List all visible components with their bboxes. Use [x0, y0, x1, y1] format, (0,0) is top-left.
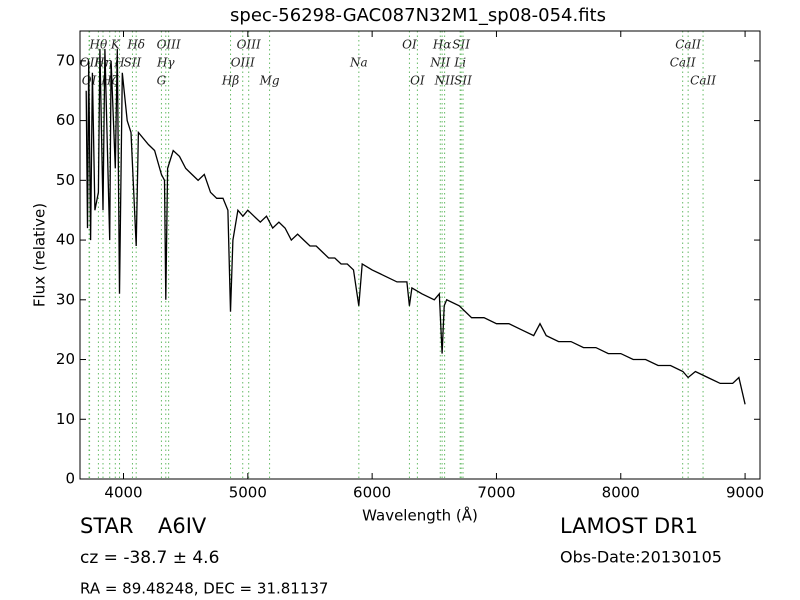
spectral-line-label: OIII — [231, 56, 255, 70]
y-tick-label: 50 — [56, 171, 75, 189]
spectral-line-label: NII — [434, 74, 455, 88]
x-tick-label: 4000 — [104, 484, 142, 502]
spectral-line-label: CaII — [675, 38, 701, 52]
spectral-line-label: Hδ — [126, 38, 145, 52]
plot-frame — [79, 30, 761, 480]
spectral-line-label: OII — [80, 56, 100, 70]
obs-date: Obs-Date:20130105 — [560, 548, 722, 567]
coordinates: RA = 89.48248, DEC = 31.81137 — [80, 580, 328, 598]
spectral-line-label: Hγ — [156, 56, 175, 70]
spectral-line-label: OI — [402, 38, 417, 52]
y-tick-label: 70 — [56, 51, 75, 69]
spectral-line-label: SII — [454, 74, 472, 88]
spectral-line-label: CaII — [690, 74, 716, 88]
spectral-line-label: G — [157, 74, 167, 88]
spectral-line-label: H — [113, 56, 125, 70]
spectral-line-label: OI — [410, 74, 425, 88]
spectral-line-label: OIII — [237, 38, 261, 52]
y-tick-label: 10 — [56, 410, 75, 428]
spectrum-line — [85, 48, 746, 405]
spectral-line-label: Hβ — [221, 74, 239, 88]
x-tick-label: 9000 — [726, 484, 764, 502]
spectral-line-label: SII — [124, 56, 142, 70]
y-tick-label: 40 — [56, 231, 75, 249]
y-tick-label: 20 — [56, 350, 75, 368]
redshift: cz = -38.7 ± 4.6 — [80, 548, 219, 568]
spectral-line-label: Hα — [432, 38, 452, 52]
x-axis-label: Wavelength (Å) — [362, 506, 478, 525]
spectral-line-label: CaII — [670, 56, 696, 70]
x-tick-label: 7000 — [477, 484, 515, 502]
spectral-line-label: Na — [349, 56, 368, 70]
y-tick-label: 0 — [65, 470, 75, 488]
spectral-line-label: Hη — [93, 56, 112, 70]
x-tick-label: 6000 — [353, 484, 391, 502]
survey: LAMOST DR1 — [560, 514, 698, 538]
spectral-line-label: K — [110, 38, 121, 52]
y-tick-label: 60 — [56, 111, 75, 129]
star-subclass: A6IV — [158, 514, 207, 538]
y-tick-label: 30 — [56, 290, 75, 308]
spectral-line-label: Mg — [259, 74, 280, 88]
spectral-line-label: NII — [429, 56, 450, 70]
y-axis-label: Flux (relative) — [31, 203, 49, 307]
spectral-line-label: OIII — [157, 38, 181, 52]
chart-title: spec-56298-GAC087N32M1_sp08-054.fits — [230, 5, 606, 26]
x-tick-label: 8000 — [602, 484, 640, 502]
x-tick-label: 5000 — [229, 484, 267, 502]
star-class: STAR — [80, 514, 133, 538]
spectral-line-label: SII — [452, 38, 470, 52]
spectral-line-label: Li — [453, 56, 466, 70]
